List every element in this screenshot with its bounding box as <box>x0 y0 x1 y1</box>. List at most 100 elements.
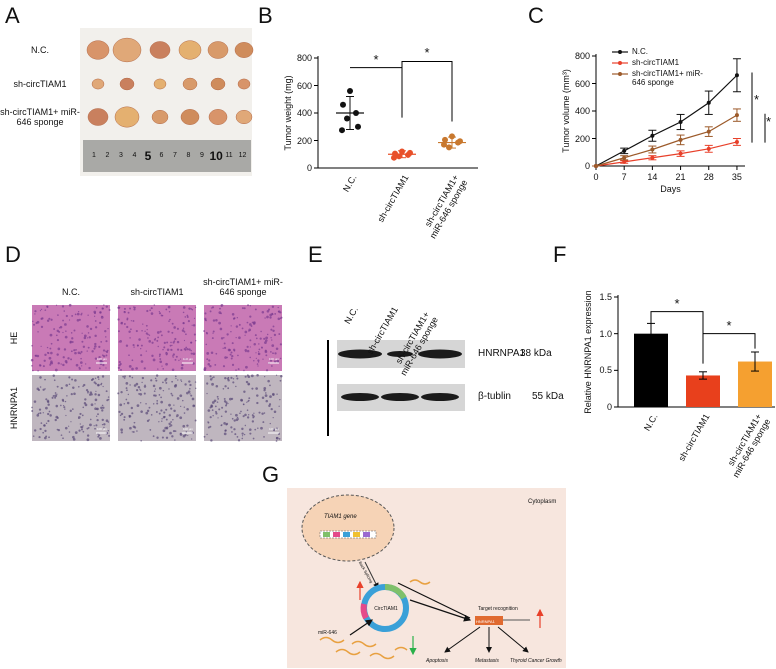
nucleus-stain <box>99 311 102 314</box>
group-label: sh-circTIAM1+ miR-646 sponge <box>0 107 80 127</box>
nucleus-stain <box>34 354 37 357</box>
nucleus-stain <box>241 432 244 435</box>
nucleus-stain <box>158 355 161 357</box>
ruler-number: 10 <box>209 149 223 163</box>
nucleus-stain <box>244 334 246 336</box>
nucleus-stain <box>224 429 227 432</box>
arrow <box>444 626 481 653</box>
nucleus-stain <box>123 416 126 419</box>
nucleus-stain <box>46 319 50 322</box>
nucleus-stain <box>215 412 218 415</box>
nucleus-stain <box>261 396 265 400</box>
nucleus-stain <box>187 434 189 437</box>
nucleus-stain <box>210 439 213 442</box>
nucleus-stain <box>95 424 98 427</box>
nucleus-stain <box>170 341 172 344</box>
nucleus-stain <box>93 347 96 350</box>
nucleus-stain <box>50 318 53 321</box>
nucleus-stain <box>194 340 197 342</box>
nucleus-stain <box>191 309 194 311</box>
data-point <box>407 149 413 156</box>
nucleus-stain <box>258 411 261 414</box>
tumor <box>235 109 253 125</box>
nucleus-stain <box>241 327 244 330</box>
nucleus-stain <box>240 399 243 402</box>
nucleus-stain <box>246 321 249 324</box>
nucleus-stain <box>272 352 274 354</box>
nucleus-stain <box>148 406 151 409</box>
nucleus-stain <box>36 354 40 358</box>
nucleus-stain <box>244 330 248 334</box>
nucleus-stain <box>132 431 135 433</box>
nucleus-stain <box>102 355 106 358</box>
nucleus-stain <box>136 404 140 408</box>
nucleus-stain <box>185 333 187 336</box>
nucleus-stain <box>53 379 56 382</box>
nucleus-stain <box>125 387 128 390</box>
nucleus-stain <box>246 374 249 377</box>
nucleus-stain <box>185 346 188 349</box>
nucleus-stain <box>265 369 269 372</box>
nucleus-stain <box>94 334 97 338</box>
y-tick-label: 800 <box>574 51 590 61</box>
nucleus-stain <box>82 430 85 433</box>
nucleus-stain <box>272 325 275 328</box>
nucleus-stain <box>42 388 45 391</box>
nucleus-stain <box>105 336 107 338</box>
nucleus-stain <box>117 306 121 309</box>
nucleus-stain <box>224 376 227 380</box>
nucleus-stain <box>176 327 179 330</box>
nucleus-stain <box>40 422 43 424</box>
nucleus-stain <box>123 402 126 405</box>
nucleus-stain <box>36 387 40 391</box>
nucleus-stain <box>163 346 166 349</box>
nucleus-stain <box>78 417 80 420</box>
nucleus-stain <box>172 355 174 357</box>
nucleus-stain <box>123 418 126 421</box>
significance-label: * <box>754 91 760 107</box>
nucleus-stain <box>73 349 76 352</box>
nucleus-stain <box>167 305 171 309</box>
nucleus-stain <box>157 345 159 348</box>
nucleus-stain <box>46 305 49 308</box>
micrograph <box>118 305 196 371</box>
nucleus-stain <box>39 386 42 388</box>
nucleus-stain <box>206 358 209 361</box>
nucleus-stain <box>162 416 166 419</box>
nucleus-stain <box>270 365 273 367</box>
nucleus-stain <box>182 311 185 314</box>
nucleus-stain <box>73 329 76 332</box>
nucleus-stain <box>161 365 163 367</box>
nucleus-stain <box>166 426 169 429</box>
nucleus-stain <box>87 346 90 349</box>
ruler-number: 5 <box>144 149 152 163</box>
nucleus-stain <box>255 352 257 354</box>
diagram-text: miR-646 <box>318 630 337 636</box>
nucleus-stain <box>47 419 50 423</box>
tumor <box>180 109 200 125</box>
nucleus-stain <box>44 429 47 433</box>
nucleus-stain <box>186 316 189 319</box>
nucleus-stain <box>250 374 254 378</box>
nucleus-stain <box>99 359 103 363</box>
nucleus-stain <box>94 320 97 322</box>
nucleus-stain <box>48 317 51 320</box>
nucleus-stain <box>94 403 96 405</box>
nucleus-stain <box>38 364 42 367</box>
nucleus-stain <box>50 342 53 345</box>
blot-band <box>421 393 459 401</box>
nucleus-stain <box>246 401 248 403</box>
nucleus-stain <box>233 419 236 422</box>
nucleus-stain <box>249 346 251 348</box>
column-label: N.C. <box>62 287 80 297</box>
nucleus-stain <box>215 318 218 322</box>
nucleus-stain <box>62 400 65 402</box>
nucleus-stain <box>102 349 106 352</box>
nucleus-stain <box>68 425 70 427</box>
nucleus-stain <box>159 360 163 364</box>
tumor <box>207 41 229 59</box>
nucleus-stain <box>118 330 120 333</box>
nucleus-stain <box>78 318 81 321</box>
nucleus-stain <box>70 350 73 353</box>
data-point <box>446 144 452 151</box>
